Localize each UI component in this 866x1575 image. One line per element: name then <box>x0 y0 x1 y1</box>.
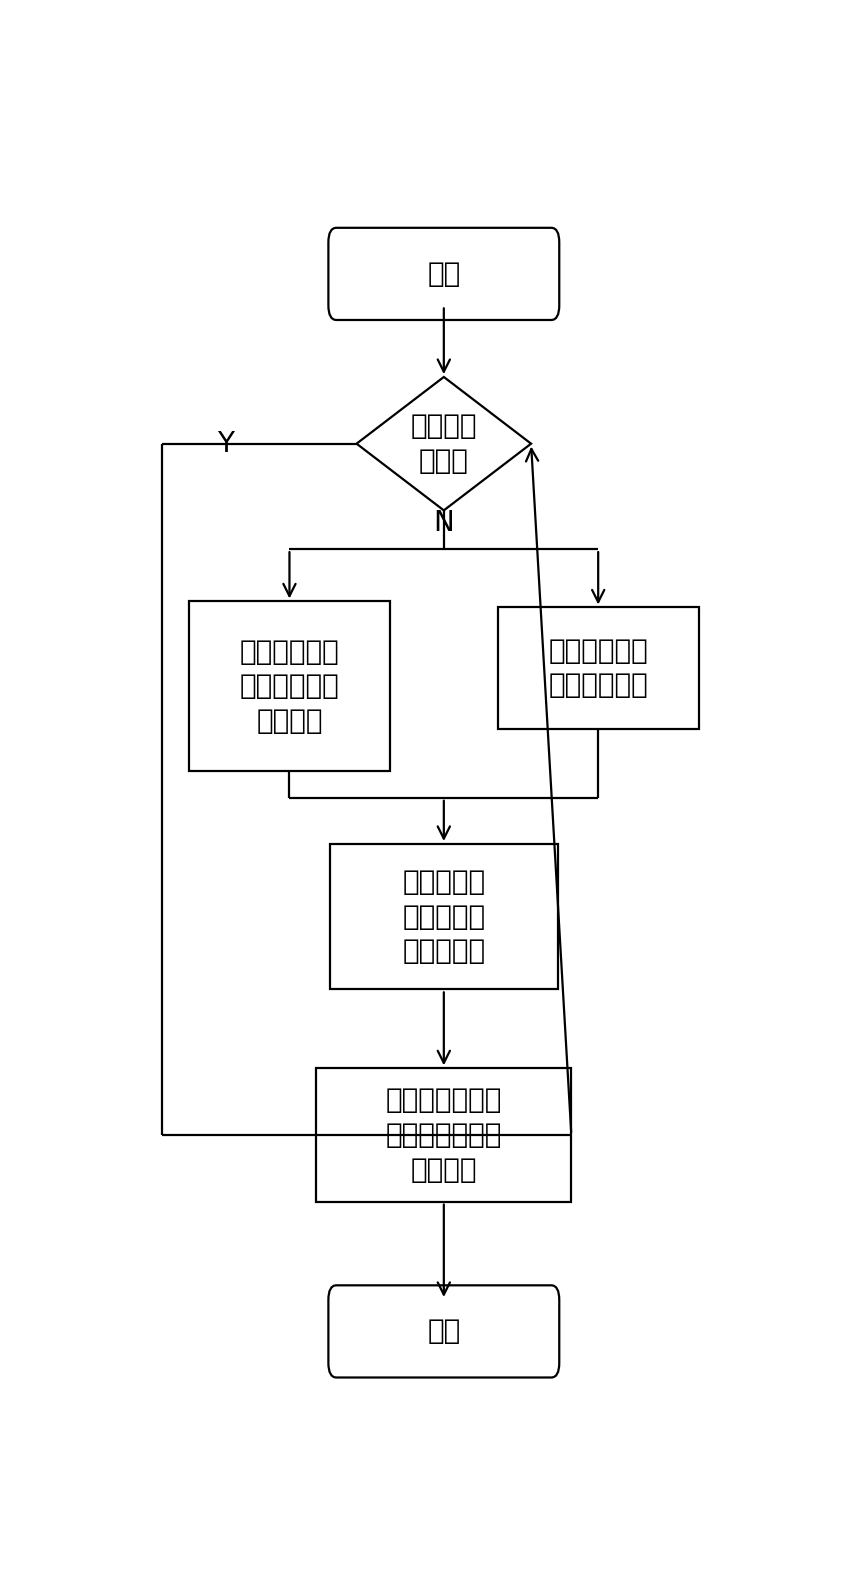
Bar <box>189 602 390 772</box>
Bar <box>330 844 558 989</box>
Text: 利用节点分
析法，求解
直流侧网络: 利用节点分 析法，求解 直流侧网络 <box>403 868 485 965</box>
FancyBboxPatch shape <box>328 1285 559 1378</box>
FancyBboxPatch shape <box>328 228 559 320</box>
Text: 完成: 完成 <box>427 1317 461 1345</box>
Bar <box>497 608 699 729</box>
Text: N: N <box>434 509 454 537</box>
Text: 已计算所
有工况: 已计算所 有工况 <box>410 413 477 476</box>
Text: 计算整流侧内
电感和逆变侧
等效电路: 计算整流侧内 电感和逆变侧 等效电路 <box>240 638 339 736</box>
Text: 开始: 开始 <box>427 260 461 288</box>
Polygon shape <box>357 376 531 510</box>
Text: Y: Y <box>217 430 234 458</box>
Bar <box>316 1068 572 1202</box>
Text: 根据关键节点的
电压，计算直流
回路阻抗: 根据关键节点的 电压，计算直流 回路阻抗 <box>385 1087 502 1183</box>
Text: 计算直流线路
等效导纳矩阵: 计算直流线路 等效导纳矩阵 <box>548 636 648 699</box>
